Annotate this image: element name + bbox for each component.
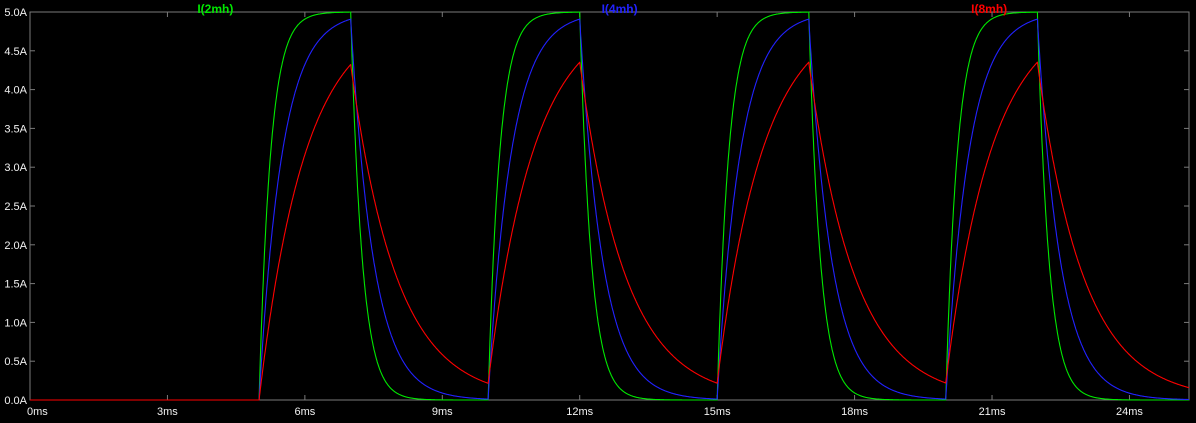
y-tick-label: 1.0A <box>4 317 27 329</box>
y-tick-label: 2.0A <box>4 240 27 252</box>
trace-label-i2mh[interactable]: I(2mh) <box>197 2 234 16</box>
y-tick-label: 0.5A <box>4 356 27 368</box>
x-tick-label: 18ms <box>841 406 868 418</box>
x-tick-label: 24ms <box>1116 406 1143 418</box>
x-tick-label: 6ms <box>294 406 315 418</box>
x-tick-label: 15ms <box>704 406 731 418</box>
y-tick-label: 4.5A <box>4 46 27 58</box>
y-tick-label: 2.5A <box>4 201 27 213</box>
x-tick-label: 21ms <box>979 406 1006 418</box>
y-tick-label: 5.0A <box>4 7 27 19</box>
trace-label-i4mh[interactable]: I(4mh) <box>601 2 638 16</box>
y-tick-label: 4.0A <box>4 85 27 97</box>
x-tick-label: 3ms <box>157 406 178 418</box>
trace-label-i8mh[interactable]: I(8mh) <box>971 2 1008 16</box>
trace-legend: I(2mh) I(4mh) I(8mh) <box>0 0 1196 20</box>
y-tick-label: 3.0A <box>4 162 27 174</box>
x-tick-label: 9ms <box>432 406 453 418</box>
trace-i8mh[interactable] <box>29 61 1190 401</box>
y-tick-label: 1.5A <box>4 279 27 291</box>
y-tick-label: 3.5A <box>4 123 27 135</box>
x-tick-label: 0ms <box>27 406 48 418</box>
x-tick-label: 12ms <box>566 406 593 418</box>
y-tick-label: 0.0A <box>4 395 27 407</box>
